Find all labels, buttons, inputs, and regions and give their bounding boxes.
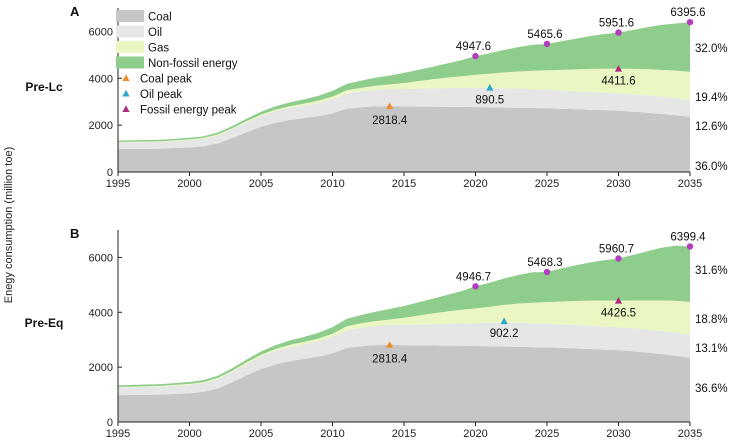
total-marker <box>686 243 694 250</box>
x-tick-label: 1995 <box>106 428 130 440</box>
legend-label: Gas <box>148 43 169 55</box>
peak-marker-coal-peak <box>386 102 394 109</box>
x-tick-label: 2020 <box>463 428 487 440</box>
x-tick-label: 2030 <box>606 428 630 440</box>
total-marker <box>686 18 694 26</box>
share-label: 32.0% <box>695 43 728 55</box>
y-tick-label: 2000 <box>89 362 113 374</box>
chart-panels: 0 2000 4000 6000 1995 2000 2005 2010 2015 2020 202… <box>25 4 728 440</box>
y-tick-label: 4000 <box>89 73 113 85</box>
legend-label: Non-fossil energy <box>148 58 238 70</box>
peak-marker-oil-peak <box>500 317 508 325</box>
x-tick-label: 2005 <box>249 428 273 440</box>
chart-panel-a: 0 2000 4000 6000 1995 2000 2005 2010 2015 2020 202… <box>25 4 727 190</box>
y-tick-label: 6000 <box>89 252 113 264</box>
total-value-label: 4947.6 <box>456 41 491 53</box>
panel-letter: B <box>70 226 79 241</box>
legend-marker <box>122 105 130 112</box>
legend-swatch <box>116 10 144 22</box>
peak-marker-fossil-energy-peak <box>614 296 623 304</box>
peak-value-label: 4426.5 <box>601 308 636 320</box>
legend-swatch <box>116 56 144 69</box>
scenario-label: Pre-Lc <box>25 80 63 94</box>
share-label: 31.6% <box>695 265 728 277</box>
y-axis-label: Enegy consumption (million toe) <box>3 147 15 304</box>
x-tick-label: 2010 <box>320 178 344 190</box>
share-label: 36.0% <box>695 161 728 173</box>
total-marker <box>472 283 479 290</box>
total-marker <box>472 52 479 60</box>
total-marker <box>615 255 622 262</box>
legend-label: Coal peak <box>140 74 192 86</box>
legend: Coal Oil Gas Non-fossil energy Coal peak Oil … <box>116 10 238 117</box>
area-non-fossil-energy <box>118 22 690 143</box>
y-tick-label: 6000 <box>89 26 113 38</box>
area-gas <box>118 300 690 388</box>
y-tick-label: 0 <box>107 167 113 179</box>
x-tick-label: 2025 <box>535 428 559 440</box>
area-gas <box>118 68 690 143</box>
share-label: 36.6% <box>695 383 728 395</box>
area-non-fossil-energy <box>118 245 690 387</box>
total-value-label: 5951.6 <box>599 18 634 30</box>
x-tick-label: 2015 <box>392 178 416 190</box>
x-tick-label: 2015 <box>392 428 416 440</box>
x-tick-label: 2035 <box>678 428 702 440</box>
total-value-label: 5465.6 <box>527 29 562 41</box>
x-tick-label: 1995 <box>106 178 130 190</box>
panel-letter: A <box>70 4 80 19</box>
x-tick-label: 2010 <box>320 428 344 440</box>
area-coal <box>118 106 690 172</box>
legend-label: Oil <box>148 27 162 39</box>
legend-label: Oil peak <box>140 89 182 101</box>
legend-label: Fossil energy peak <box>140 105 237 117</box>
total-marker <box>543 40 551 48</box>
legend-label: Coal <box>148 12 172 24</box>
peak-value-label: 4411.6 <box>601 76 635 88</box>
total-value-label: 6399.4 <box>670 231 706 243</box>
y-tick-label: 0 <box>107 417 113 429</box>
scenario-label: Pre-Eq <box>25 316 64 330</box>
total-value-label: 5468.3 <box>527 257 562 269</box>
x-tick-label: 2020 <box>463 178 487 190</box>
peak-value-label: 902.2 <box>490 328 519 340</box>
total-value-label: 6395.6 <box>670 7 705 19</box>
x-tick-label: 2005 <box>249 178 273 190</box>
peak-value-label: 890.5 <box>475 95 504 107</box>
peak-marker-oil-peak <box>486 84 494 91</box>
legend-marker <box>122 74 130 81</box>
legend-swatch <box>116 41 144 53</box>
peak-value-label: 2818.4 <box>372 115 408 127</box>
total-value-label: 4946.7 <box>456 271 491 283</box>
peak-marker-fossil-energy-peak <box>614 65 623 72</box>
share-label: 12.6% <box>695 121 728 133</box>
share-label: 13.1% <box>695 343 728 355</box>
share-label: 18.8% <box>695 314 728 326</box>
x-tick-label: 2000 <box>177 178 201 190</box>
legend-marker <box>122 89 130 97</box>
total-marker <box>543 268 551 276</box>
x-tick-label: 2000 <box>177 428 201 440</box>
chart-panel-b: 0 2000 4000 6000 1995 2000 2005 2010 2015 2020 202… <box>25 226 728 440</box>
area-coal <box>118 344 690 422</box>
peak-marker-coal-peak <box>386 341 394 348</box>
area-oil <box>118 87 690 149</box>
total-value-label: 5960.7 <box>599 244 634 256</box>
x-tick-label: 2035 <box>678 178 702 190</box>
share-label: 19.4% <box>695 92 728 104</box>
y-tick-label: 2000 <box>89 120 113 132</box>
x-tick-label: 2025 <box>535 178 559 190</box>
legend-swatch <box>116 25 144 38</box>
y-tick-label: 4000 <box>89 307 113 319</box>
x-tick-label: 2030 <box>606 178 630 190</box>
peak-value-label: 2818.4 <box>372 354 408 366</box>
area-oil <box>118 322 690 396</box>
total-marker <box>615 29 622 36</box>
